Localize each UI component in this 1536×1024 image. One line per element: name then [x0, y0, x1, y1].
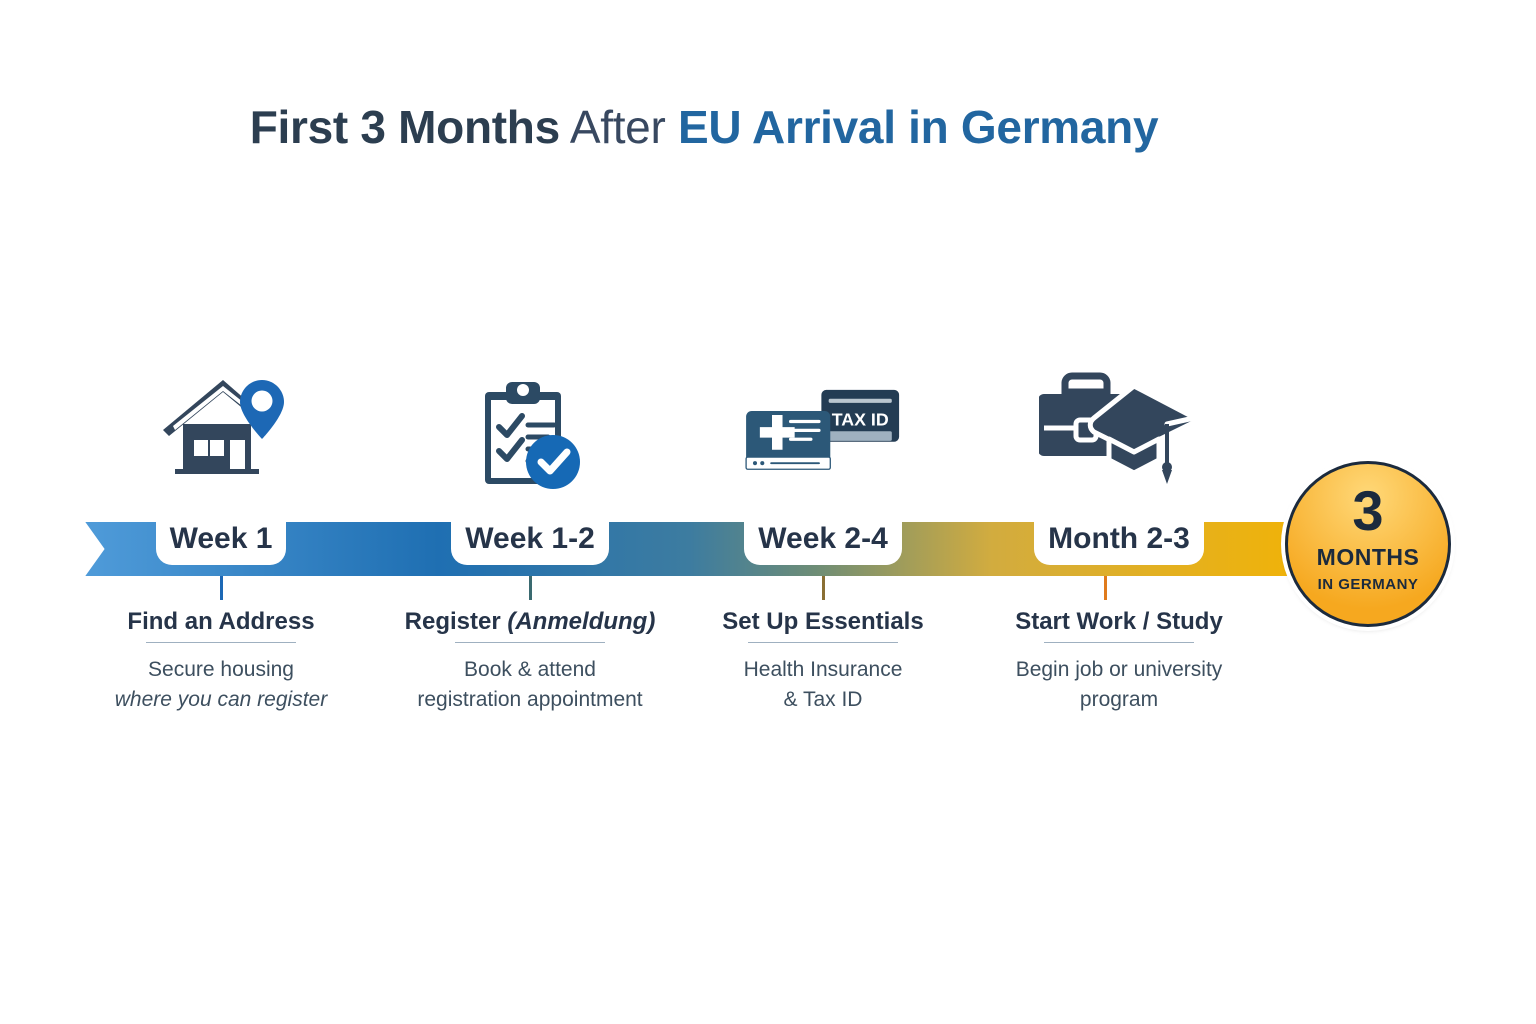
svg-text:TAX ID: TAX ID — [832, 410, 889, 430]
